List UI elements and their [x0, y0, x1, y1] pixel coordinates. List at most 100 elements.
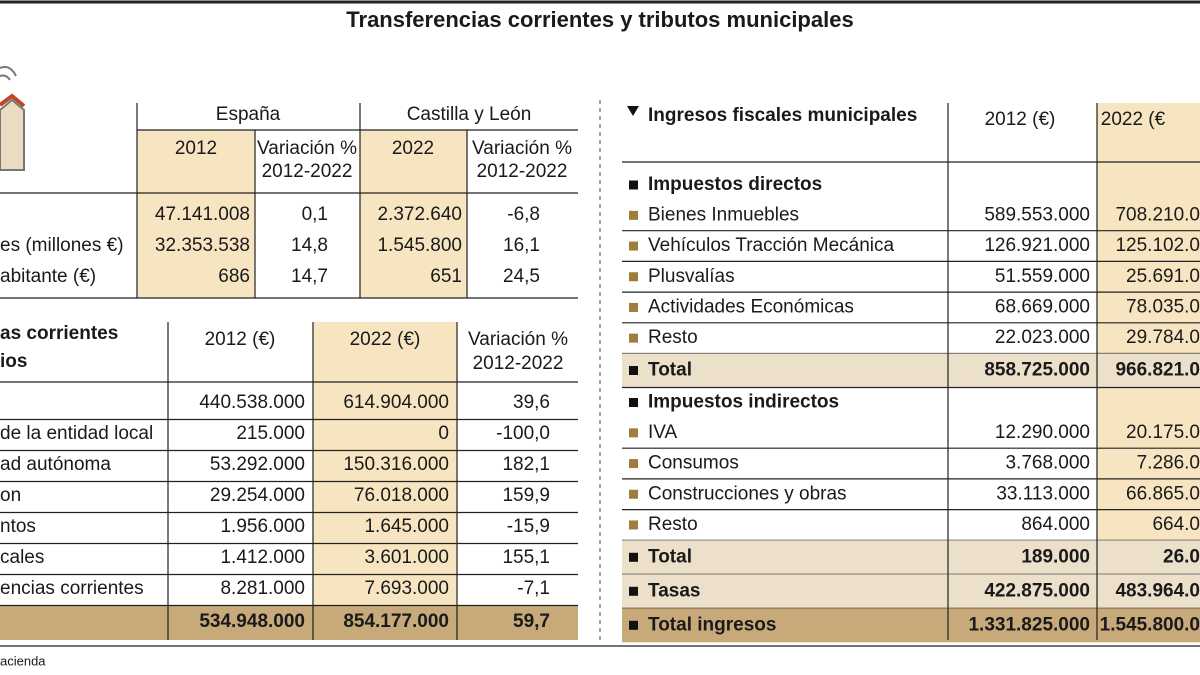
- cell-value: 1.545.800: [377, 235, 462, 256]
- cell-value: 14,7: [291, 266, 328, 287]
- cell-value: 189.000: [1021, 546, 1090, 567]
- cell-value: 47.141.008: [155, 204, 250, 225]
- cell-fill: [622, 608, 1200, 643]
- row-label: Resto: [648, 327, 698, 348]
- cell-value: 20.175.0: [1126, 422, 1200, 443]
- cell-value: 664.0: [1152, 514, 1200, 535]
- bullet: [629, 428, 638, 438]
- cell-value: 76.018.000: [354, 485, 449, 506]
- cell-value: 159,9: [502, 485, 550, 506]
- cell-value: 25.691.0: [1126, 266, 1200, 287]
- cell-value: -15,9: [507, 516, 550, 537]
- row-label: ntos: [0, 516, 36, 537]
- cell-value: 0: [438, 423, 449, 444]
- cell-value: 51.559.000: [995, 266, 1090, 287]
- cell-fill: [137, 130, 255, 298]
- cell-value: 29.784.0: [1126, 327, 1200, 348]
- group-header: Castilla y León: [407, 104, 532, 125]
- row-label: encias corrientes: [0, 578, 144, 599]
- triangle: [627, 106, 639, 116]
- column-header: 2012-2022: [477, 161, 568, 182]
- row-label: Resto: [648, 514, 698, 535]
- cell-value: 0,1: [302, 204, 328, 225]
- cell-fill: [622, 353, 1200, 388]
- bullet: [629, 241, 638, 251]
- cell-value: 14,8: [291, 235, 328, 256]
- cell-value: 66.865.0: [1126, 483, 1200, 504]
- cell-fill: [622, 540, 1200, 575]
- cell-value: 1.956.000: [220, 516, 305, 537]
- column-header: Variación %: [468, 329, 568, 350]
- cell-value: 12.290.000: [995, 422, 1090, 443]
- cell-value: 7.286.0: [1137, 453, 1200, 474]
- column-header: 2012-2022: [262, 161, 353, 182]
- cell-value: 1.645.000: [364, 516, 449, 537]
- cell-value: 59,7: [513, 611, 550, 632]
- bullet: [629, 366, 638, 375]
- cell-value: 534.948.000: [199, 611, 305, 632]
- cell-value: -7,1: [517, 578, 550, 599]
- cell-fill: [622, 574, 1200, 609]
- cell-value: 26.0: [1163, 546, 1200, 567]
- column-header: 2012: [175, 138, 217, 159]
- row-label: Total: [648, 360, 692, 381]
- table-heading: Ingresos fiscales municipales: [648, 105, 917, 126]
- cell-value: 53.292.000: [210, 454, 305, 475]
- cell-value: 708.210.0: [1115, 204, 1200, 225]
- icon: [0, 66, 26, 171]
- cell-value: 3.601.000: [364, 547, 449, 568]
- row-label: Total: [648, 546, 692, 567]
- cell-value: 854.177.000: [343, 611, 449, 632]
- cell-value: 33.113.000: [996, 483, 1090, 504]
- bullet: [629, 180, 638, 190]
- group-header: España: [216, 104, 281, 125]
- cell-value: 155,1: [502, 547, 550, 568]
- cell-value: 78.035.0: [1126, 296, 1200, 317]
- row-label: on: [0, 485, 21, 506]
- bullet: [629, 398, 638, 407]
- row-label: cales: [0, 547, 44, 568]
- bullet: [629, 333, 638, 343]
- row-label: ad autónoma: [0, 454, 111, 475]
- cell-value: 182,1: [502, 454, 550, 475]
- cell-value: 7.693.000: [364, 578, 449, 599]
- column-header: Variación %: [257, 138, 357, 159]
- column-header: 2012-2022: [473, 353, 564, 374]
- column-header: 2012 (€): [205, 329, 276, 350]
- cell-value: 440.538.000: [199, 392, 305, 413]
- column-header: 2022 (€: [1101, 109, 1166, 130]
- row-label: Impuestos indirectos: [648, 392, 839, 413]
- column-header: 2022: [392, 138, 434, 159]
- table-heading: ios: [0, 351, 27, 372]
- bullet: [629, 489, 638, 499]
- cell-value: 150.316.000: [343, 454, 449, 475]
- cell-value: 966.821.0: [1115, 360, 1200, 381]
- cell-value: 858.725.000: [984, 360, 1090, 381]
- cell-value: 1.331.825.000: [968, 614, 1090, 635]
- row-label: abitante (€): [0, 266, 96, 287]
- row-label: Plusvalías: [648, 266, 735, 287]
- cell-value: 422.875.000: [984, 580, 1090, 601]
- row-label: de la entidad local: [0, 423, 153, 444]
- cell-value: 2.372.640: [377, 204, 462, 225]
- cell-fill: [360, 130, 467, 298]
- bullet: [629, 520, 638, 530]
- bullet: [629, 302, 638, 312]
- cell-fill: [313, 322, 457, 605]
- bullet: [629, 552, 638, 562]
- column-header: 2022 (€): [350, 329, 421, 350]
- cell-value: 215.000: [236, 423, 305, 444]
- row-label: IVA: [648, 422, 678, 443]
- table-heading: as corrientes: [0, 323, 118, 344]
- bullet: [629, 459, 638, 469]
- source: acienda: [0, 653, 46, 668]
- cell-value: 32.353.538: [155, 235, 250, 256]
- column-header: 2012 (€): [985, 109, 1056, 130]
- cell-value: 125.102.0: [1115, 235, 1200, 256]
- title: Transferencias corrientes y tributos mun…: [346, 7, 853, 32]
- cell-value: 483.964.0: [1115, 580, 1200, 601]
- cell-value: 24,5: [503, 266, 540, 287]
- cell-value: 16,1: [503, 235, 540, 256]
- cell-value: 1.412.000: [220, 547, 305, 568]
